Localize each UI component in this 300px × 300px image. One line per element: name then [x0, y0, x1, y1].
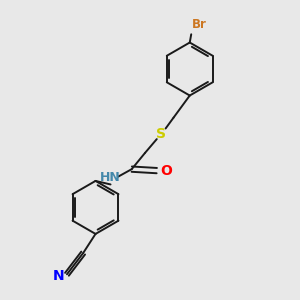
Text: Br: Br — [192, 18, 207, 31]
Text: S: S — [156, 127, 166, 141]
Text: HN: HN — [100, 172, 121, 184]
Text: O: O — [160, 164, 172, 178]
Text: N: N — [53, 269, 64, 283]
